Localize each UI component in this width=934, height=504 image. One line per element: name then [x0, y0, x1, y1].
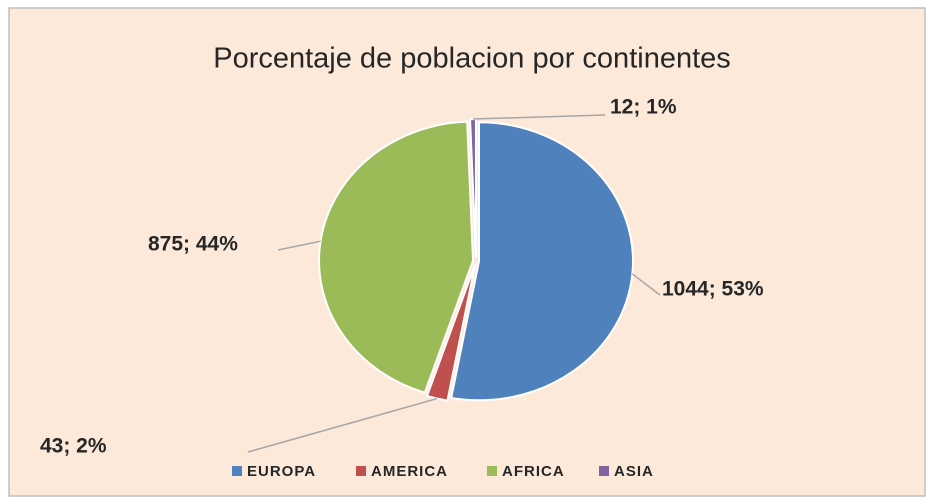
legend-swatch — [487, 466, 497, 476]
legend-label: AFRICA — [502, 463, 565, 480]
leader-line — [472, 114, 606, 120]
data-label: 43; 2% — [40, 435, 107, 458]
data-label: 875; 44% — [148, 233, 238, 256]
legend-label: EUROPA — [247, 463, 316, 480]
legend-label: ASIA — [614, 463, 654, 480]
data-label: 1044; 53% — [662, 278, 764, 301]
leader-line — [277, 240, 321, 251]
legend-label: AMERICA — [371, 463, 448, 480]
legend-swatch — [599, 466, 609, 476]
pie-slice — [318, 120, 475, 394]
data-label: 12; 1% — [610, 96, 677, 119]
legend-swatch — [356, 466, 366, 476]
legend-swatch — [232, 466, 242, 476]
leader-line — [247, 397, 438, 453]
leader-line — [631, 273, 661, 296]
chart-title: Porcentaje de poblacion por continentes — [213, 43, 731, 75]
pie-slice — [425, 263, 477, 402]
